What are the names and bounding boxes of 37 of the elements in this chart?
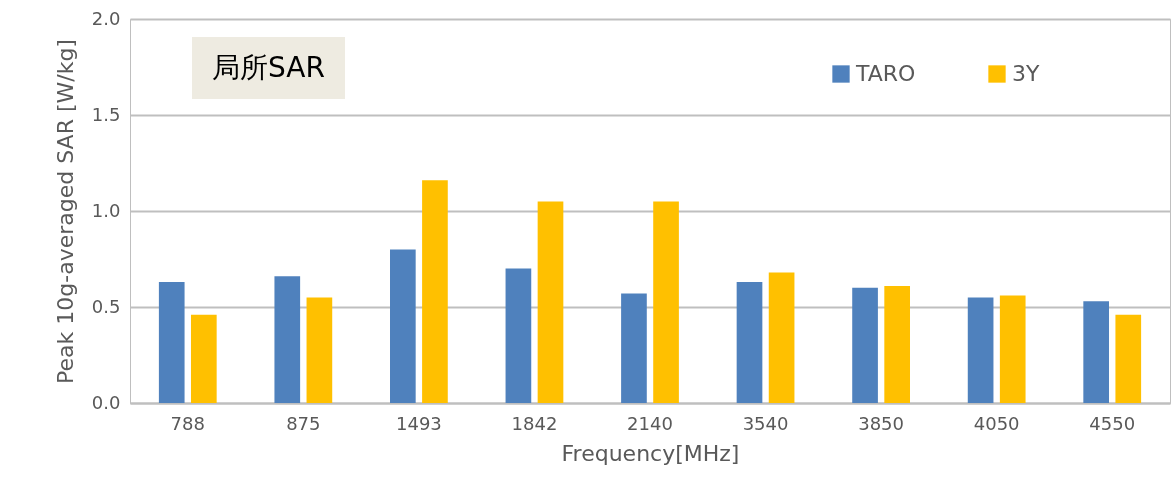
x-tick-label: 3540 <box>742 412 789 434</box>
bar <box>537 201 564 403</box>
x-tick-label: 1493 <box>395 412 442 434</box>
x-tick-label: 4550 <box>1089 412 1136 434</box>
bar <box>505 268 532 403</box>
bar <box>653 201 679 403</box>
y-tick-label: 0.5 <box>91 295 121 317</box>
bar <box>158 282 185 403</box>
x-tick-label: 1842 <box>511 412 558 434</box>
y-axis-title: Peak 10g-averaged SAR [W/kg] <box>52 39 78 384</box>
x-tick-label: 4050 <box>973 412 1020 434</box>
x-tick-label: 2140 <box>627 412 673 434</box>
bar <box>768 272 795 403</box>
bar <box>190 314 217 403</box>
y-tick-label: 0.0 <box>91 391 121 413</box>
bar <box>422 180 448 403</box>
legend-label: TARO <box>855 61 916 86</box>
bar <box>1083 301 1110 403</box>
x-axis-title: Frequency[MHz] <box>561 440 740 466</box>
x-tick-label: 3850 <box>858 412 905 434</box>
x-tick-label: 875 <box>286 412 321 434</box>
y-tick-label: 1.0 <box>91 199 121 221</box>
bar <box>967 297 994 403</box>
bar <box>274 276 301 403</box>
x-tick-label: 788 <box>170 412 205 434</box>
y-tick-label: 1.5 <box>91 103 121 125</box>
annotation: 局所SAR <box>192 37 345 99</box>
y-tick-label: 2.0 <box>91 7 121 29</box>
legend-label: 3Y <box>1012 61 1040 86</box>
bar <box>999 295 1026 403</box>
bar <box>884 285 910 403</box>
bar <box>390 249 416 403</box>
bar <box>621 293 647 403</box>
bar <box>736 282 763 403</box>
bar <box>306 297 333 403</box>
bar <box>852 287 878 403</box>
bar <box>1115 314 1142 403</box>
